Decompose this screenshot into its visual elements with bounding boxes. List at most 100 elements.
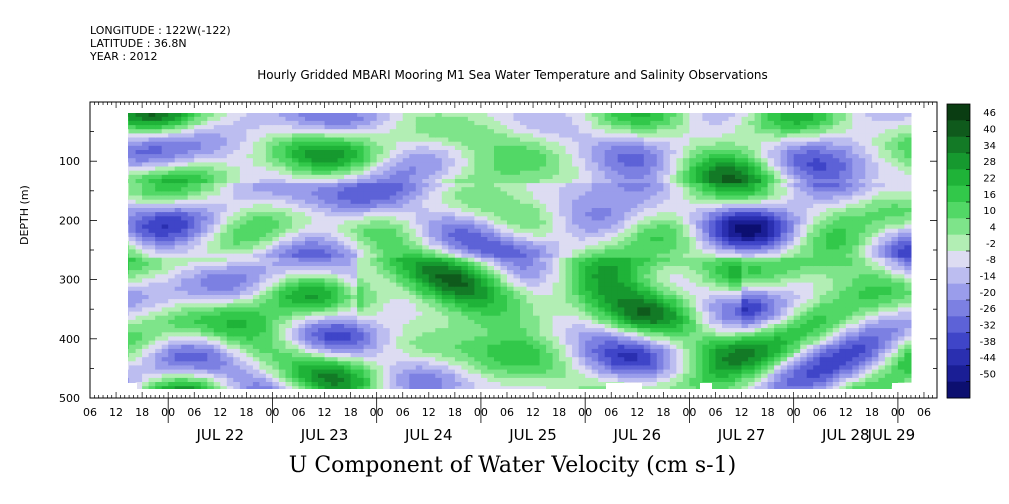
field-cell	[448, 278, 456, 284]
field-cell	[474, 133, 482, 139]
field-cell	[278, 324, 286, 329]
field-cell	[389, 228, 397, 234]
field-cell	[357, 133, 365, 139]
field-cell	[239, 228, 247, 234]
field-cell	[226, 319, 234, 325]
field-cell	[474, 361, 482, 366]
field-cell	[337, 336, 345, 342]
field-cell	[448, 120, 456, 126]
field-cell	[233, 386, 241, 389]
field-cell	[487, 133, 495, 139]
field-cell	[500, 137, 508, 143]
field-cell	[285, 270, 293, 275]
field-cell	[226, 353, 234, 358]
field-cell	[604, 116, 612, 122]
field-cell	[363, 145, 371, 151]
field-cell	[207, 290, 215, 296]
field-cell	[155, 232, 163, 238]
field-cell	[135, 228, 143, 234]
field-cell	[415, 179, 423, 184]
field-cell	[500, 237, 508, 242]
field-cell	[389, 286, 397, 292]
field-cell	[128, 361, 130, 366]
field-cell	[200, 195, 208, 201]
field-cell	[331, 220, 339, 226]
field-cell	[533, 212, 541, 217]
field-cell	[487, 162, 495, 168]
field-cell	[409, 332, 417, 337]
field-cell	[598, 154, 606, 159]
field-cell	[402, 137, 410, 143]
field-cell	[285, 274, 293, 279]
field-cell	[480, 303, 488, 308]
field-cell	[142, 183, 150, 188]
field-cell	[448, 125, 456, 130]
field-cell	[213, 299, 221, 304]
field-cell	[500, 328, 508, 333]
field-cell	[363, 166, 371, 172]
field-cell	[213, 232, 221, 238]
field-cell	[168, 170, 176, 176]
field-cell	[539, 253, 547, 259]
field-cell	[467, 133, 475, 139]
field-cell	[181, 319, 189, 325]
field-cell	[383, 187, 391, 192]
field-cell	[585, 116, 593, 122]
field-cell	[129, 162, 137, 168]
field-cell	[292, 241, 300, 246]
field-cell	[155, 158, 163, 163]
field-cell	[168, 208, 176, 213]
field-cell	[200, 377, 208, 383]
field-cell	[161, 382, 169, 387]
field-cell	[331, 237, 339, 242]
field-cell	[272, 179, 280, 184]
field-cell	[539, 212, 547, 217]
field-cell	[467, 141, 475, 147]
field-cell	[344, 249, 352, 255]
field-cell	[487, 274, 495, 279]
field-cell	[226, 120, 234, 126]
field-cell	[383, 369, 391, 375]
field-cell	[389, 116, 397, 122]
field-cell	[344, 187, 352, 192]
field-cell	[533, 249, 541, 255]
field-cell	[513, 353, 521, 358]
field-cell	[200, 113, 208, 118]
field-cell	[318, 166, 326, 172]
field-cell	[200, 216, 208, 221]
field-cell	[187, 228, 195, 234]
field-cell	[331, 257, 339, 263]
field-cell	[559, 295, 567, 300]
field-cell	[480, 278, 488, 284]
field-cell	[415, 125, 423, 130]
field-cell	[155, 315, 163, 321]
field-cell	[324, 187, 332, 192]
field-cell	[142, 319, 150, 325]
field-cell	[435, 150, 443, 155]
field-cell	[200, 228, 208, 234]
field-cell	[207, 361, 215, 366]
field-cell	[383, 353, 391, 358]
field-cell	[441, 353, 449, 358]
field-cell	[181, 266, 189, 271]
field-cell	[324, 365, 332, 371]
field-cell	[487, 237, 495, 242]
field-cell	[246, 348, 254, 354]
field-cell	[428, 212, 436, 217]
field-cell	[161, 216, 169, 221]
field-cell	[598, 340, 606, 346]
field-cell	[572, 241, 580, 246]
field-cell	[187, 208, 195, 213]
field-cell	[226, 373, 234, 379]
field-cell	[233, 179, 241, 184]
field-cell	[487, 382, 495, 387]
field-cell	[135, 377, 143, 383]
field-cell	[174, 295, 182, 300]
field-cell	[500, 336, 508, 342]
field-cell	[226, 116, 234, 122]
field-cell	[278, 241, 286, 246]
field-cell	[129, 166, 137, 172]
field-cell	[494, 129, 502, 134]
field-cell	[578, 365, 586, 371]
field-cell	[402, 311, 410, 317]
